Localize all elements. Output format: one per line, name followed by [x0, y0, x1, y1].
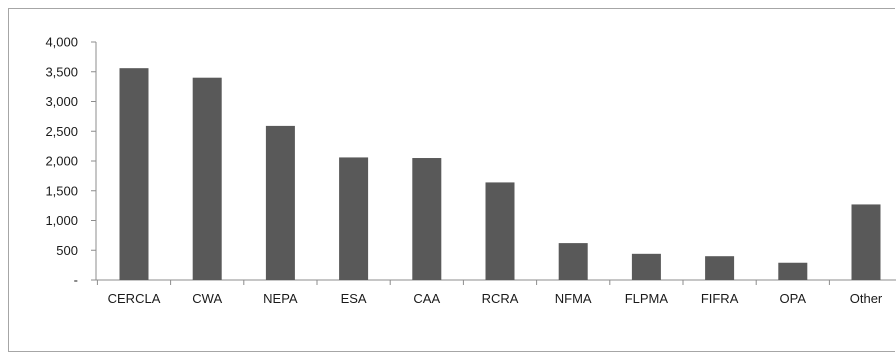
y-tick-label: 4,000	[45, 35, 78, 50]
y-tick-label: 1,500	[45, 183, 78, 198]
x-category-label: CAA	[413, 291, 440, 306]
x-category-label: RCRA	[482, 291, 519, 306]
x-category-label: NFMA	[555, 291, 592, 306]
y-tick-label: 2,000	[45, 154, 78, 169]
bar-esa	[339, 157, 369, 280]
x-category-label: NEPA	[263, 291, 298, 306]
x-category-label: CWA	[192, 291, 222, 306]
bar-cwa	[192, 77, 222, 280]
bar-nfma	[558, 243, 588, 280]
x-category-label: FLPMA	[625, 291, 669, 306]
y-tick-label: 1,000	[45, 213, 78, 228]
y-axis: - 500 1,000 1,500 2,000 2,500 3,000 3,500 4,000	[45, 35, 97, 288]
x-category-label: FIFRA	[701, 291, 739, 306]
chart-frame	[8, 8, 895, 352]
bar-cercla	[119, 68, 149, 281]
x-category-label: Other	[850, 291, 883, 306]
bar-rcra	[485, 182, 515, 280]
y-tick-label: 3,500	[45, 64, 78, 79]
bar-fifra	[705, 256, 735, 280]
bar-caa	[412, 158, 442, 280]
bars	[119, 68, 881, 281]
y-tick-label: 500	[56, 243, 78, 258]
bar-opa	[778, 262, 808, 280]
x-category-label: CERCLA	[108, 291, 161, 306]
x-category-label: ESA	[341, 291, 367, 306]
y-tick-label: -	[74, 273, 78, 288]
x-category-label: OPA	[780, 291, 807, 306]
bar-flpma	[631, 253, 661, 280]
bar-other	[851, 204, 881, 280]
x-axis: CERCLA CWA NEPA ESA CAA RCRA NFMA FLPMA FIFRA OPA…	[96, 279, 896, 306]
y-tick-label: 2,500	[45, 124, 78, 139]
y-tick-label: 3,000	[45, 94, 78, 109]
bar-nepa	[265, 125, 295, 281]
